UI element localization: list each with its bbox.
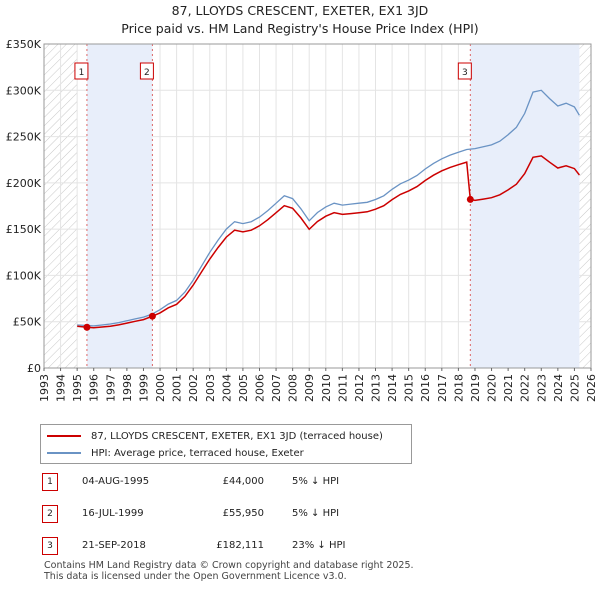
x-tick-label: 2015: [403, 374, 416, 402]
y-tick-label: £50K: [13, 316, 42, 329]
table-row: 3 21-SEP-2018 £182,111 23% ↓ HPI: [42, 537, 412, 557]
row-hpi: 5% ↓ HPI: [292, 508, 340, 519]
x-tick-label: 1995: [71, 374, 84, 402]
table-row: 1 04-AUG-1995 £44,000 5% ↓ HPI: [42, 473, 412, 493]
row-date: 04-AUG-1995: [82, 476, 150, 487]
row-badge: 2: [42, 505, 58, 523]
x-tick-label: 2002: [187, 374, 200, 402]
legend-label-hpi: HPI: Average price, terraced house, Exet…: [91, 447, 304, 459]
legend-swatch-hpi: [47, 452, 81, 454]
x-tick-label: 2010: [320, 374, 333, 402]
row-price: £44,000: [222, 476, 264, 487]
x-tick-label: 2018: [452, 374, 465, 402]
legend-item-hpi: HPI: Average price, terraced house, Exet…: [47, 445, 304, 461]
sale-badge-label: 1: [79, 68, 85, 78]
x-tick-label: 2000: [154, 374, 167, 402]
x-tick-label: 1998: [121, 374, 134, 402]
legend-label-property: 87, LLOYDS CRESCENT, EXETER, EX1 3JD (te…: [91, 430, 383, 442]
x-tick-label: 2017: [436, 374, 449, 402]
sale-badge-label: 2: [144, 68, 150, 78]
chart-legend: 87, LLOYDS CRESCENT, EXETER, EX1 3JD (te…: [40, 424, 412, 464]
row-price: £182,111: [216, 540, 264, 551]
sale-point: [466, 195, 474, 203]
x-tick-label: 2014: [386, 374, 399, 402]
sale-badge: [139, 62, 154, 80]
x-tick-label: 1999: [137, 374, 150, 402]
row-date: 16-JUL-1999: [82, 508, 144, 519]
x-tick-label: 2020: [486, 374, 499, 402]
sale-point: [83, 323, 91, 331]
property-price-line: [77, 155, 580, 329]
x-tick-label: 2006: [253, 374, 266, 402]
chart-subtitle: Price paid vs. HM Land Registry's House …: [121, 21, 479, 36]
y-tick-label: £0: [27, 362, 41, 375]
price-chart: £0 £50K £100K £150K £200K £250K £300K £350K 1993…: [6, 38, 598, 402]
row-badge: 1: [42, 473, 58, 491]
y-tick-label: £100K: [6, 269, 42, 282]
y-tick-label: £350K: [6, 38, 42, 51]
y-tick-label: £200K: [6, 177, 42, 190]
x-tick-label: 2013: [370, 374, 383, 402]
x-tick-label: 2025: [568, 374, 581, 402]
row-hpi: 5% ↓ HPI: [292, 476, 340, 487]
sale-band: [86, 44, 153, 368]
row-hpi: 23% ↓ HPI: [292, 540, 346, 551]
row-price: £55,950: [222, 508, 264, 519]
x-tick-label: 2011: [336, 374, 349, 402]
x-tick-label: 1996: [88, 374, 101, 402]
sale-point: [148, 312, 156, 320]
x-tick-label: 2022: [519, 374, 532, 402]
y-tick-label: £150K: [6, 223, 42, 236]
x-tick-label: 2021: [502, 374, 515, 402]
legend-swatch-property: [47, 435, 81, 437]
y-tick-label: £250K: [6, 131, 42, 144]
sale-badge: [457, 62, 472, 80]
y-tick-label: £300K: [6, 84, 42, 97]
x-tick-label: 2023: [535, 374, 548, 402]
footer-line-1: Contains HM Land Registry data © Crown c…: [44, 560, 414, 571]
row-date: 21-SEP-2018: [82, 540, 146, 551]
x-tick-label: 1993: [38, 374, 51, 402]
row-badge: 3: [42, 537, 58, 555]
table-row: 2 16-JUL-1999 £55,950 5% ↓ HPI: [42, 505, 412, 525]
x-tick-label: 2016: [419, 374, 432, 402]
x-tick-label: 1997: [104, 374, 117, 402]
chart-title: 87, LLOYDS CRESCENT, EXETER, EX1 3JD: [171, 3, 429, 18]
x-tick-label: 2001: [171, 374, 184, 402]
x-tick-label: 2004: [220, 374, 233, 402]
x-tick-label: 2008: [287, 374, 300, 402]
footer-line-2: This data is licensed under the Open Gov…: [44, 571, 347, 582]
x-tick-label: 2019: [469, 374, 482, 402]
legend-item-property: 87, LLOYDS CRESCENT, EXETER, EX1 3JD (te…: [47, 428, 383, 444]
x-tick-label: 2012: [353, 374, 366, 402]
hpi-line: [77, 89, 580, 327]
footer-note: Contains HM Land Registry data © Crown c…: [44, 560, 414, 582]
x-tick-label: 2009: [303, 374, 316, 402]
x-tick-label: 2007: [270, 374, 283, 402]
x-tick-label: 1994: [55, 374, 68, 402]
x-tick-label: 2005: [237, 374, 250, 402]
hatched-region-after: [579, 44, 591, 368]
x-tick-label: 2024: [552, 374, 565, 402]
sale-badge-label: 3: [462, 68, 468, 78]
sale-band: [470, 44, 580, 368]
x-tick-label: 2003: [204, 374, 217, 402]
x-tick-label: 2026: [585, 374, 598, 402]
plot-frame: [43, 43, 592, 369]
sale-badge: [74, 62, 89, 80]
